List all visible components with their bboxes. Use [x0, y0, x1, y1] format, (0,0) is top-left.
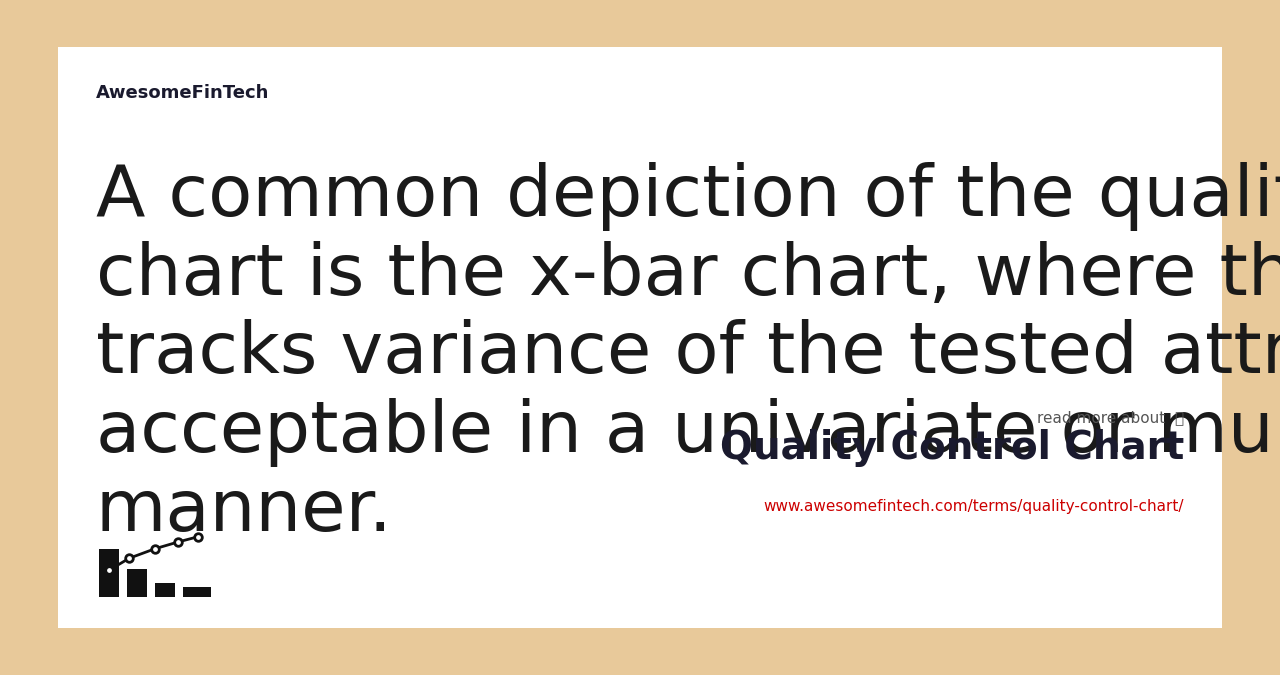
Text: read more about  📌: read more about 📌 [1037, 410, 1184, 425]
Bar [99, 549, 119, 597]
Point [119, 553, 140, 564]
Point [188, 531, 209, 542]
Text: AwesomeFinTech: AwesomeFinTech [96, 84, 269, 103]
Point [168, 537, 188, 547]
Bar [155, 583, 175, 597]
Text: www.awesomefintech.com/terms/quality-control-chart/: www.awesomefintech.com/terms/quality-con… [763, 500, 1184, 514]
Point [99, 565, 119, 576]
Text: A common depiction of the quality control
chart is the x-bar chart, where the y-: A common depiction of the quality contro… [96, 162, 1280, 546]
Point [145, 543, 165, 554]
Bar [183, 587, 211, 597]
Text: Quality Control Chart: Quality Control Chart [719, 429, 1184, 466]
Bar [127, 569, 147, 597]
FancyBboxPatch shape [58, 47, 1222, 628]
